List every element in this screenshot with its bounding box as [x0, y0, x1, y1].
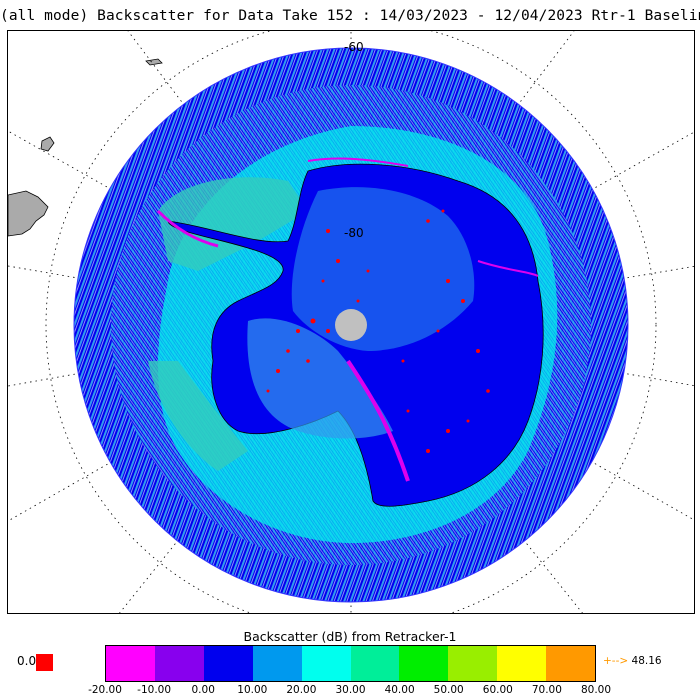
high-value-label: +--> 48.16 [603, 655, 662, 667]
legend-title: Backscatter (dB) from Retracker-1 [243, 629, 457, 644]
colorbar-segment [546, 646, 596, 681]
lat-label-80: -80 [344, 226, 364, 240]
high-backscatter-spots [266, 209, 490, 453]
colorbar [105, 645, 596, 682]
polar-map: -60 -80 [8, 31, 694, 613]
high-arrow: +--> [603, 655, 629, 667]
colorbar-segment [106, 646, 155, 681]
colorbar-tick-label: 20.00 [286, 684, 317, 696]
colorbar-tick-label: 80.00 [580, 684, 612, 696]
colorbar-tick-label: 30.00 [335, 684, 366, 696]
colorbar-segment [154, 646, 204, 681]
colorbar-segment [350, 646, 400, 681]
south-georgia [145, 58, 163, 66]
map-frame: -60 -80 [7, 30, 695, 614]
colorbar-tick-label: 50.00 [433, 684, 464, 696]
colorbar-tick-label: 60.00 [482, 684, 513, 696]
colorbar-tick-label: -20.00 [88, 684, 122, 696]
south-america-land [8, 190, 49, 237]
colorbar-tick-label: 40.00 [384, 684, 415, 696]
pole-hole [335, 309, 367, 341]
colorbar-segment [301, 646, 351, 681]
low-value-swatch [36, 654, 53, 671]
lat-label-60: -60 [344, 40, 364, 54]
colorbar-tick-label: 10.00 [237, 684, 268, 696]
falkland-islands [40, 136, 55, 152]
colorbar-segment [252, 646, 302, 681]
colorbar-tick-label: 0.00 [191, 684, 215, 696]
colorbar-tick-label: 70.00 [531, 684, 562, 696]
colorbar-ticks: -20.00 -10.00 0.00 10.00 20.00 30.00 40.00 50.0… [0, 684, 700, 700]
high-value: 48.16 [631, 655, 662, 667]
colorbar-segment [497, 646, 547, 681]
backscatter-disc [74, 48, 628, 602]
colorbar-segment [399, 646, 449, 681]
colorbar-tick-label: -10.00 [137, 684, 172, 696]
low-value-label: 0.0 [17, 654, 37, 668]
colorbar-segment [203, 646, 253, 681]
colorbar-segment [448, 646, 498, 681]
chart-title: (all mode) Backscatter for Data Take 152… [0, 8, 700, 24]
